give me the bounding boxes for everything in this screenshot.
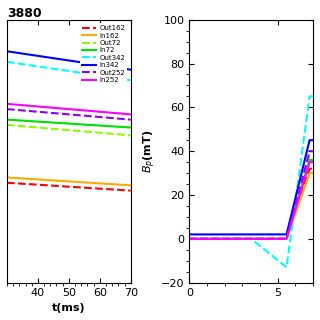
Legend: Out162, In162, Out72, In72, Out342, In342, Out252, In252: Out162, In162, Out72, In72, Out342, In34… (80, 23, 127, 85)
Y-axis label: $B_p$(mT): $B_p$(mT) (142, 130, 158, 173)
X-axis label: t(ms): t(ms) (52, 303, 86, 313)
Text: 3880: 3880 (7, 7, 42, 20)
